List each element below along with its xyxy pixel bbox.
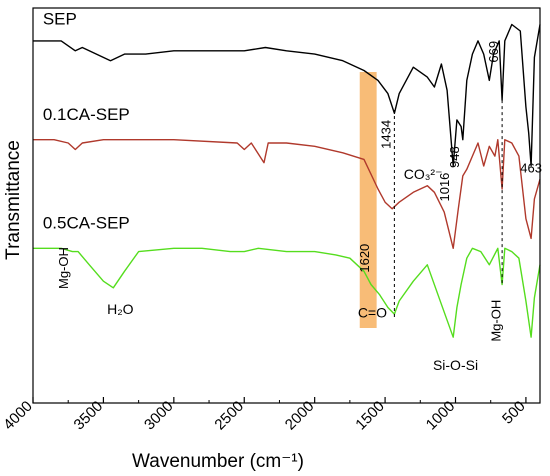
series-line-3 [33,247,541,338]
series-label-3: 0.5CA-SEP [43,214,130,233]
x-tick-label: 4000 [0,398,36,434]
annotation-label: 1620 [357,244,372,273]
annotation-label: CO₃²⁻ [404,166,443,182]
annotation-label: H₂O [107,301,134,317]
peak-label: 1434 [378,120,393,149]
peak-label: 1016 [437,173,452,202]
annotation-label: Mg-OH [489,300,504,342]
annotation-label: C=O [358,304,387,320]
x-tick-label: 500 [499,398,529,428]
peak-label: 669 [486,41,501,63]
peak-label: 948 [447,146,462,168]
series-line-1 [33,23,541,167]
x-axis-label: Wavenumber (cm⁻¹) [132,451,304,472]
plot-frame [32,7,541,404]
y-axis-label: Transmittance [3,140,24,260]
annotation-label: Mg-OH [56,247,71,289]
series-label-1: SEP [43,9,77,28]
series-label-2: 0.1CA-SEP [43,105,130,124]
peak-label: 463 [520,161,542,176]
highlight-band [359,72,377,328]
annotation-label: Si-O-Si [433,357,478,373]
